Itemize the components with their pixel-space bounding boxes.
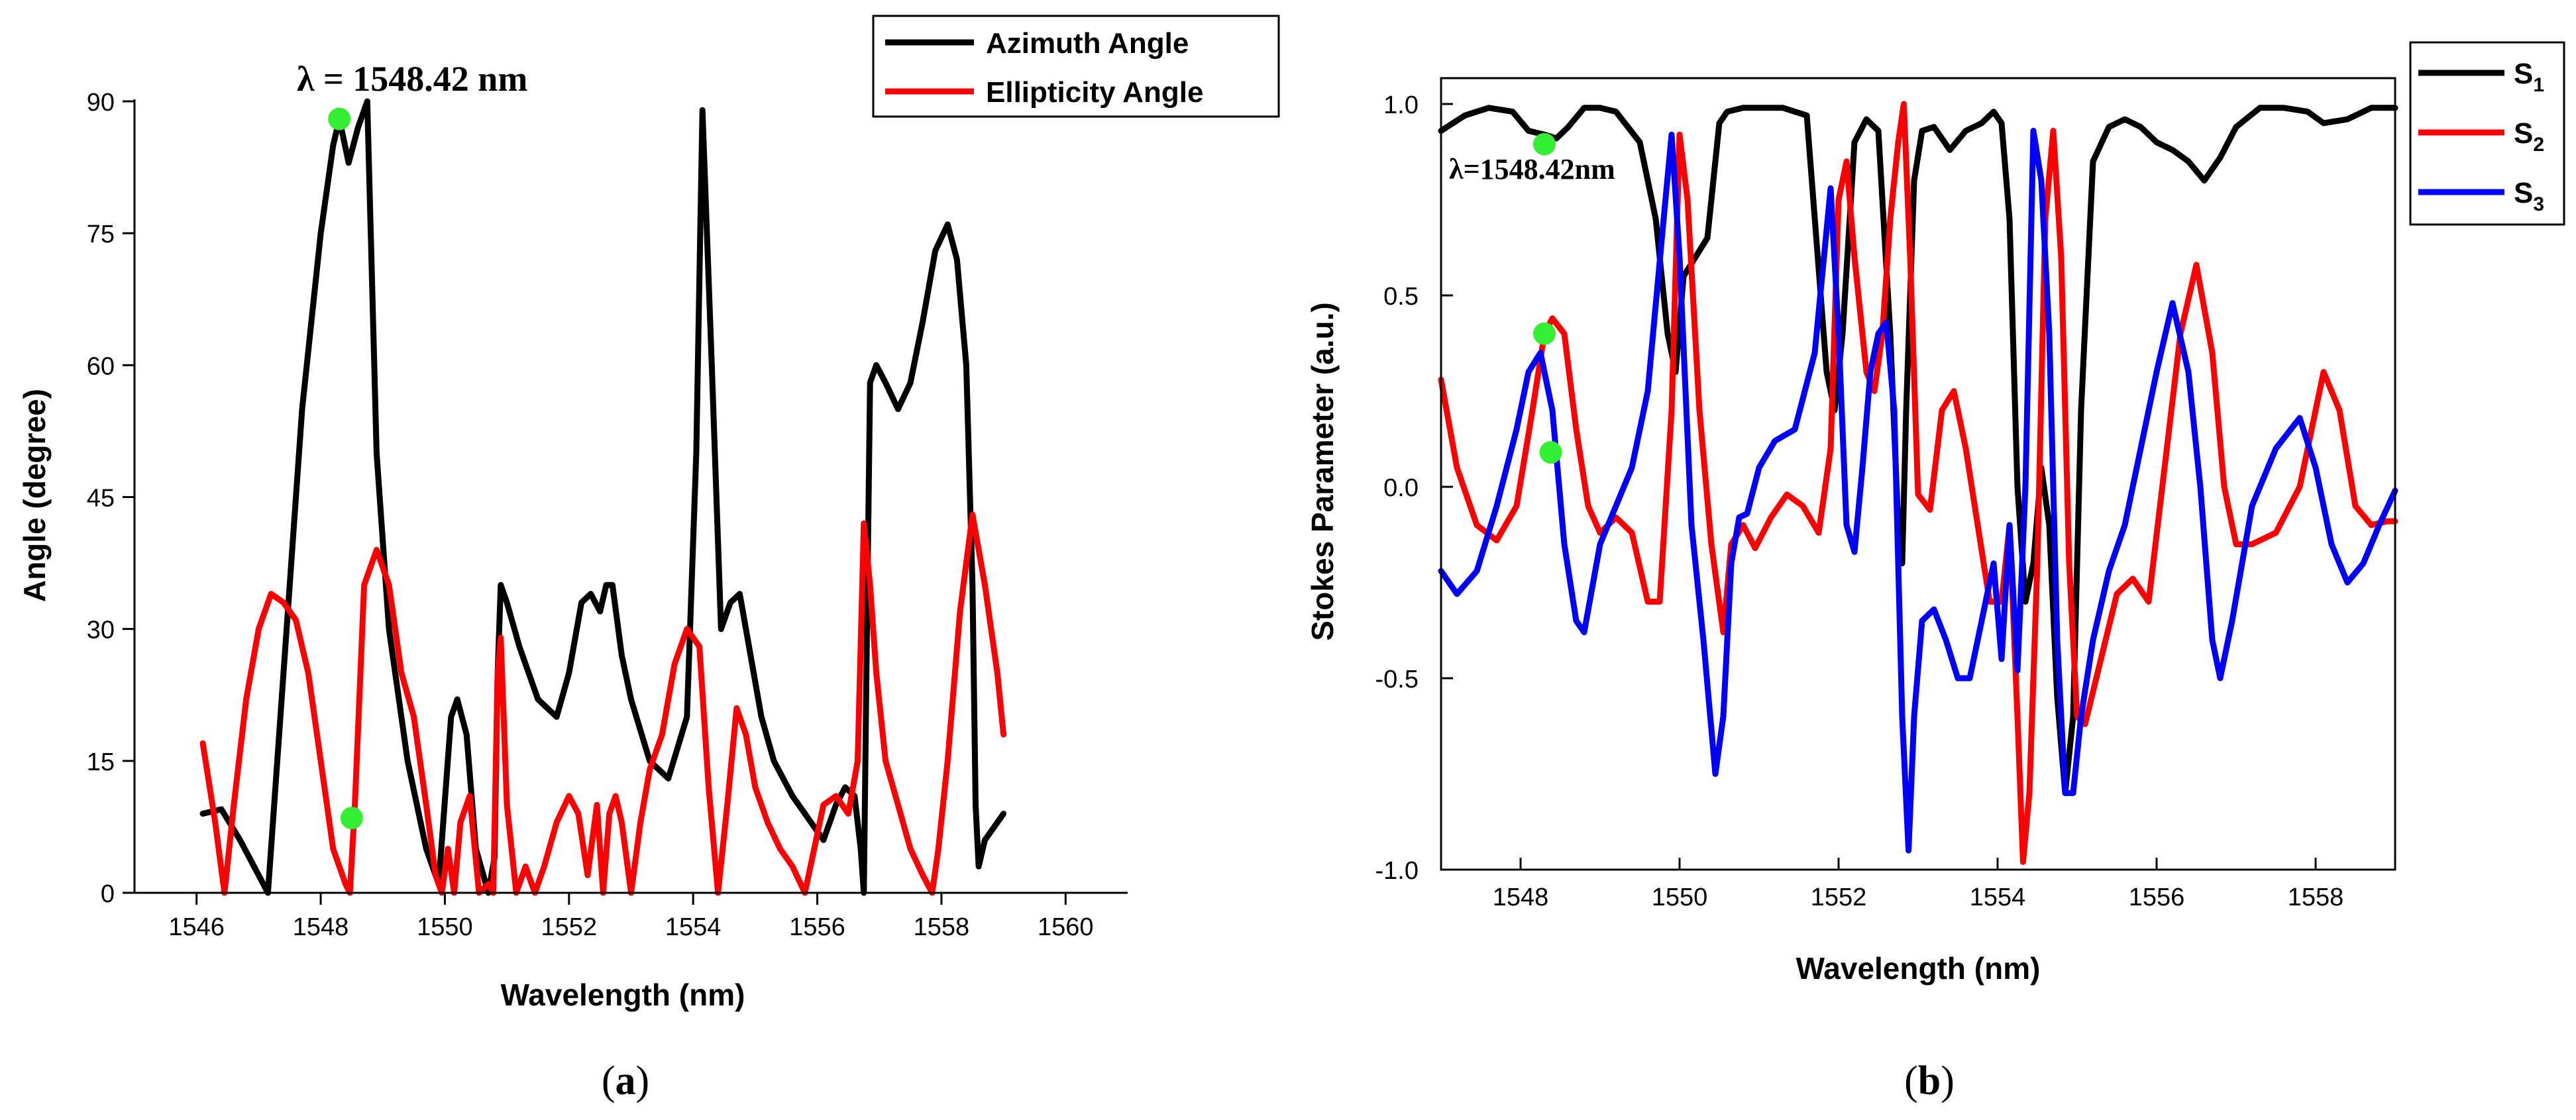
chart-a-series-line-1 (199, 98, 1007, 896)
chart-b-series-line-2 (1438, 101, 2398, 865)
chart-a-caption: (a) (602, 1058, 649, 1103)
chart-b: 1548 1550 1552 1554 1556 1558 -1.0 -0.5 0.0 0.5 1.… (1305, 41, 2565, 1103)
chart-b-series-line-3 (1438, 128, 2398, 854)
chart-b-x-tick-label: 1554 (1970, 884, 2026, 911)
chart-a-x-tick-label: 1558 (914, 913, 970, 941)
chart-a-annotation: λ = 1548.42 nm (297, 59, 527, 99)
chart-b-y-tick-label: 0.0 (1383, 474, 1419, 502)
chart-b-x-tick-label: 1558 (2288, 884, 2344, 911)
chart-b-y-tick-label: -1.0 (1375, 857, 1419, 885)
chart-a-legend: Azimuth Angle Ellipticity Angle (872, 15, 1280, 118)
chart-a-x-tick-label: 1556 (789, 913, 845, 941)
chart-b-x-axis-label: Wavelength (nm) (1796, 951, 2041, 986)
chart-a-legend-label-azimuth: Azimuth Angle (986, 27, 1189, 60)
chart-b-legend: S1 S2 S3 (2409, 41, 2565, 226)
chart-a-y-tick-label: 0 (101, 880, 115, 908)
chart-a-y-tick-label: 60 (87, 352, 115, 380)
chart-a-series-line-2 (199, 511, 1007, 896)
chart-a-ticks: 1546 1548 1550 1552 1554 1556 1558 1560 0 15 30 45 6… (87, 89, 1094, 941)
chart-a-marker-layer (328, 107, 363, 830)
chart-a-y-tick-label: 45 (87, 485, 115, 513)
chart-b-marker-2 (1533, 322, 1556, 345)
chart-a-marker-2 (340, 807, 363, 830)
chart-a-y-tick-label: 30 (87, 617, 115, 644)
chart-a-legend-label-ellipticity: Ellipticity Angle (986, 76, 1203, 109)
chart-b-plot-frame (1440, 77, 2396, 871)
chart-b-x-tick-label: 1556 (2129, 884, 2185, 911)
chart-a-legend-box (872, 15, 1280, 118)
chart-b-marker-3 (1539, 441, 1562, 464)
chart-a-x-tick-label: 1560 (1038, 913, 1094, 941)
chart-b-series-line-1 (1438, 105, 2398, 796)
chart-b-legend-label-s1: S1 (2514, 58, 2544, 96)
chart-a-x-tick-label: 1550 (417, 913, 473, 941)
chart-a-x-tick-label: 1552 (541, 913, 598, 941)
chart-b-caption: (b) (1904, 1058, 1955, 1103)
chart-a-x-tick-label: 1554 (665, 913, 722, 941)
chart-a-series-layer (199, 98, 1007, 896)
chart-b-y-tick-label: 1.0 (1383, 91, 1419, 119)
chart-b-marker-1 (1533, 132, 1556, 156)
chart-a-y-tick-label: 75 (87, 221, 115, 248)
chart-b-marker-layer (1533, 132, 1562, 464)
chart-b-y-tick-label: 0.5 (1383, 283, 1419, 311)
chart-b-x-tick-label: 1550 (1652, 884, 1708, 911)
chart-a-y-tick-label: 90 (87, 89, 115, 117)
chart-b-ticks: 1548 1550 1552 1554 1556 1558 -1.0 -0.5 0.0 0.5 1.… (1375, 91, 2344, 911)
chart-b-legend-label-s3: S3 (2514, 177, 2544, 215)
chart-a-x-axis-label: Wavelength (nm) (501, 978, 745, 1012)
chart-b-legend-label-s2: S2 (2514, 117, 2544, 156)
chart-b-x-tick-label: 1548 (1493, 884, 1549, 911)
chart-a-y-axis-label: Angle (degree) (17, 389, 52, 602)
chart-a-y-tick-label: 15 (87, 748, 115, 776)
chart-b-y-tick-label: -0.5 (1375, 666, 1419, 693)
chart-b-annotation: λ=1548.42nm (1449, 153, 1615, 185)
chart-b-series-layer (1438, 101, 2398, 865)
chart-b-x-tick-label: 1552 (1811, 884, 1867, 911)
chart-a-marker-1 (328, 107, 351, 130)
chart-a-x-tick-label: 1546 (168, 913, 225, 941)
chart-b-y-axis-label: Stokes Parameter (a.u.) (1305, 302, 1340, 640)
chart-a-x-tick-label: 1548 (293, 913, 349, 941)
chart-a: 1546 1548 1550 1552 1554 1556 1558 1560 0 15 30 45 6… (17, 15, 1280, 1103)
